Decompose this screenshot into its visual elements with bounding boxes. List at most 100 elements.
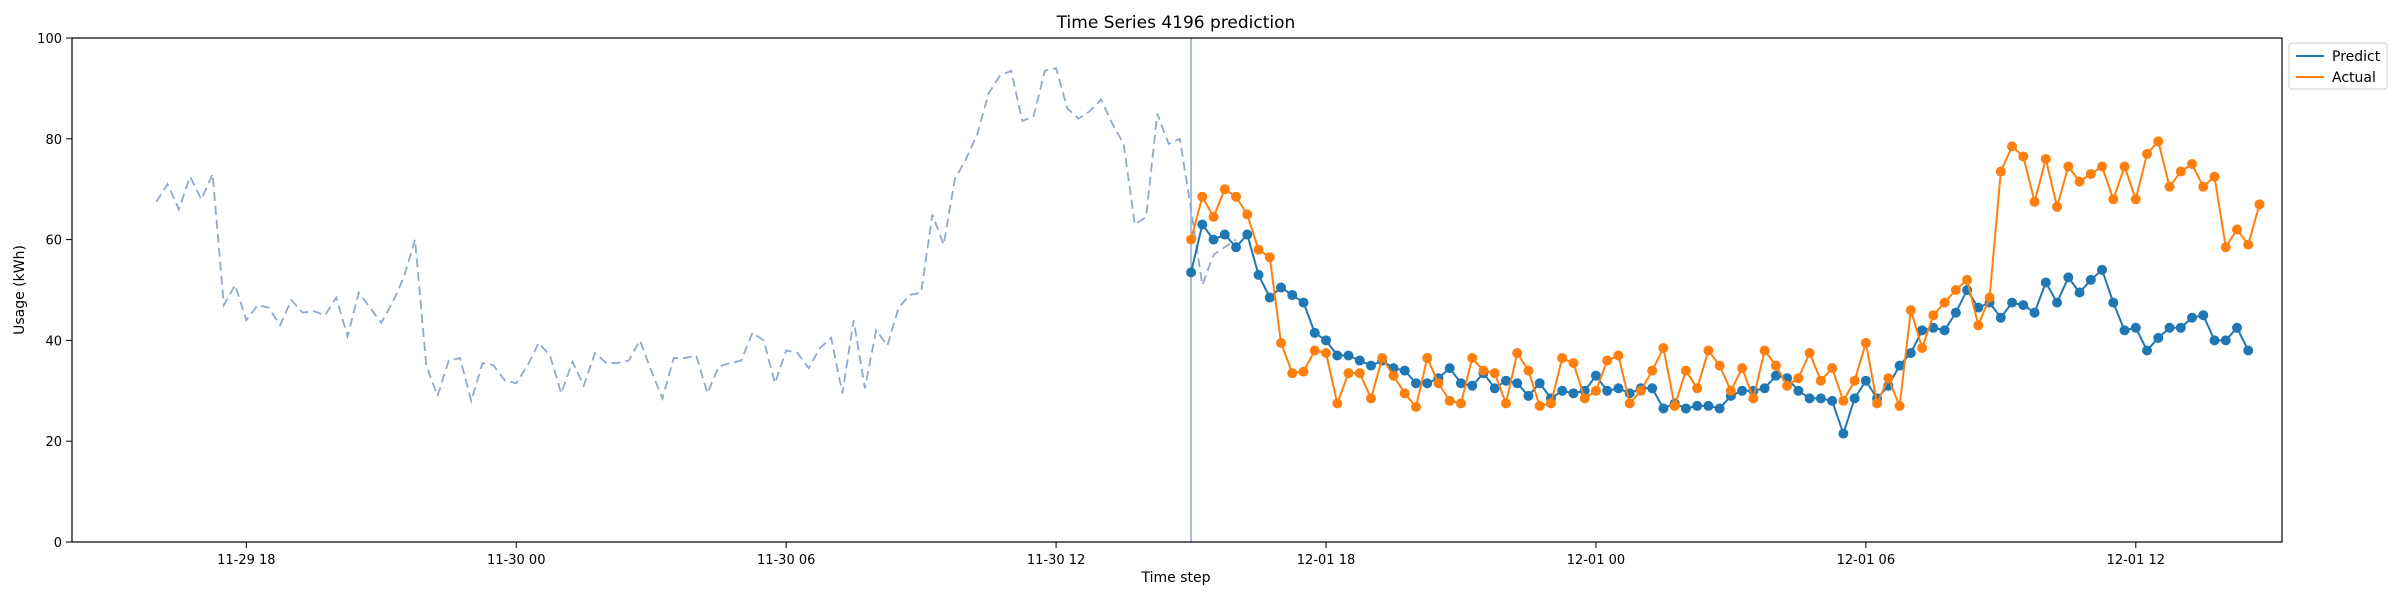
actual-point: [1321, 348, 1332, 358]
actual-point: [1399, 388, 1410, 399]
x-tick-label: 11-30 12: [1027, 553, 1085, 568]
actual-point: [1579, 393, 1590, 404]
predict-point: [1208, 234, 1219, 245]
predict-point: [1523, 390, 1534, 401]
actual-point: [1669, 400, 1680, 411]
predict-point: [1500, 375, 1511, 386]
actual-point: [2243, 239, 2254, 250]
actual-point: [2187, 159, 2198, 169]
predict-point: [2243, 345, 2254, 356]
x-tick-label: 12-01 06: [1837, 553, 1895, 568]
actual-point: [1635, 385, 1646, 396]
predict-point: [1557, 385, 1568, 396]
actual-point: [1624, 398, 1635, 409]
actual-point: [1231, 191, 1242, 202]
y-tick-label: 60: [45, 234, 62, 249]
actual-point: [1455, 398, 1466, 409]
predict-point: [2187, 312, 2198, 323]
actual-point: [1815, 375, 1826, 386]
predict-point: [2198, 310, 2209, 321]
actual-point: [1737, 363, 1748, 374]
actual-point: [1186, 234, 1197, 245]
x-axis-label: Time step: [1141, 570, 1211, 586]
predict-point: [1917, 325, 1928, 336]
predict-point: [1455, 378, 1466, 389]
actual-point: [1939, 297, 1950, 308]
predict-point: [2119, 325, 2130, 336]
predict-point: [1489, 383, 1500, 394]
actual-point: [1197, 191, 1208, 202]
actual-point: [2108, 194, 2119, 205]
legend-label-actual: Actual: [2332, 70, 2376, 86]
actual-point: [1534, 400, 1545, 411]
predict-point: [1860, 375, 1871, 386]
predict-point: [1793, 385, 1804, 396]
legend-entry-predict: Predict: [2296, 49, 2381, 65]
actual-point: [1478, 365, 1489, 376]
predict-point: [1321, 335, 1332, 346]
predict-point: [1680, 403, 1691, 414]
predict-point: [1264, 292, 1275, 303]
predict-point: [1568, 388, 1579, 399]
predict-point: [1759, 383, 1770, 394]
actual-point: [1298, 366, 1309, 377]
predict-point: [1343, 350, 1354, 361]
actual-point: [1917, 342, 1928, 353]
actual-point: [1287, 368, 1298, 379]
actual-point: [1950, 285, 1961, 295]
predict-point: [1366, 360, 1377, 371]
actual-point: [2153, 136, 2164, 147]
y-tick-label: 0: [54, 536, 62, 551]
predict-point: [1613, 383, 1624, 394]
actual-point: [2198, 181, 2209, 192]
actual-point: [2142, 148, 2153, 159]
predict-point: [1602, 385, 1613, 396]
actual-point: [1523, 365, 1534, 376]
actual-point: [2085, 169, 2096, 180]
predict-point: [1838, 428, 1849, 439]
predict-point: [2074, 287, 2085, 298]
actual-point: [1748, 393, 1759, 404]
actual-point: [1366, 393, 1377, 404]
predict-point: [1658, 403, 1669, 414]
predict-point: [1714, 403, 1725, 414]
legend: Predict Actual: [2288, 42, 2388, 90]
actual-point: [1883, 373, 1894, 384]
actual-point: [2119, 161, 2130, 172]
predict-point: [2063, 272, 2074, 283]
actual-point: [2074, 176, 2085, 187]
actual-point: [1838, 395, 1849, 406]
predict-point: [2052, 297, 2063, 308]
actual-point: [1354, 368, 1365, 379]
actual-point: [2052, 201, 2063, 212]
actual-point: [2254, 199, 2265, 210]
actual-point: [1770, 360, 1781, 371]
predict-point: [1399, 365, 1410, 376]
actual-point: [1984, 292, 1995, 303]
actual-point: [2220, 242, 2231, 253]
predict-point: [2153, 332, 2164, 343]
actual-point: [1545, 398, 1556, 409]
predict-point: [2007, 297, 2018, 308]
chart-title: Time Series 4196 prediction: [1056, 13, 1296, 33]
actual-point: [2209, 171, 2220, 182]
predict-point: [1287, 290, 1298, 301]
actual-point: [1512, 348, 1523, 358]
actual-point: [1973, 320, 1984, 331]
predict-point: [1231, 242, 1242, 253]
predict-point: [1512, 378, 1523, 389]
predict-point: [1905, 348, 1916, 358]
actual-point: [1276, 337, 1287, 348]
y-axis-label: Usage (kWh): [12, 245, 28, 335]
predict-point: [1276, 282, 1287, 293]
actual-point: [1714, 360, 1725, 371]
predict-point: [1815, 393, 1826, 404]
actual-point: [1793, 373, 1804, 384]
predict-point: [1703, 400, 1714, 411]
actual-point: [1849, 375, 1860, 386]
predict-point: [2085, 274, 2096, 285]
y-tick-label: 80: [45, 133, 62, 148]
actual-point: [1377, 353, 1388, 364]
predict-point: [1827, 395, 1838, 406]
